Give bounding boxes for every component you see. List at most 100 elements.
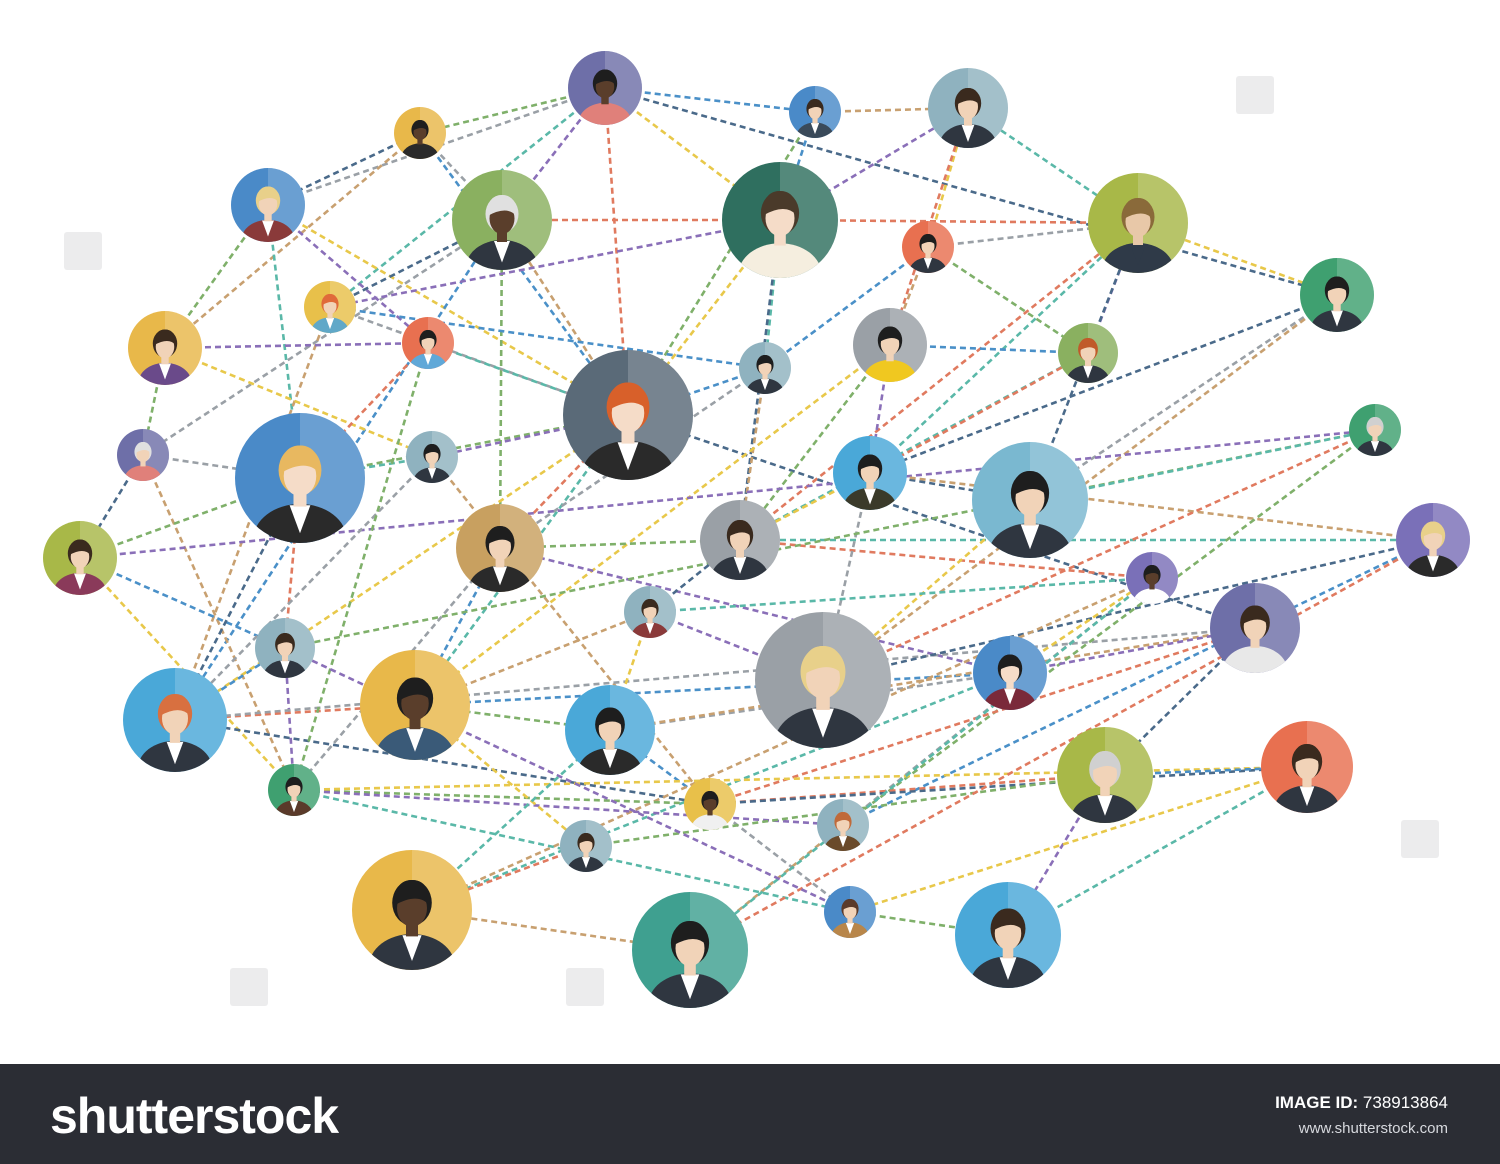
connection-line (869, 293, 1338, 475)
connection-line (1029, 293, 1338, 502)
image-id: IMAGE ID: 738913864 (1275, 1092, 1448, 1114)
connection-line (1007, 765, 1308, 937)
person-avatar (972, 442, 1088, 558)
person-avatar (117, 429, 169, 481)
connection-line (411, 576, 1153, 912)
person-avatar (563, 350, 693, 480)
connection-line (427, 341, 629, 417)
image-id-number: 738913864 (1362, 1093, 1448, 1112)
person-avatar (406, 431, 458, 483)
connection-line (141, 454, 296, 791)
connection-line (293, 547, 501, 791)
person-avatar (1300, 258, 1374, 332)
image-id-label: IMAGE ID: (1275, 1093, 1359, 1112)
watermark-icon (1401, 820, 1439, 858)
watermark-icon (566, 968, 604, 1006)
connection-line (927, 245, 1089, 355)
person-avatar (1088, 173, 1188, 273)
person-avatar (43, 521, 117, 595)
connection-line (499, 546, 1011, 675)
connection-line (689, 538, 1434, 952)
connection-line (500, 87, 607, 221)
connection-line (293, 788, 844, 827)
person-avatar (928, 68, 1008, 148)
person-avatar (565, 685, 655, 775)
connection-line (164, 341, 429, 350)
person-avatar (352, 850, 472, 970)
footer-bar: shutterstock IMAGE ID: 738913864 www.shu… (0, 1064, 1500, 1164)
connection-line (869, 222, 1139, 474)
person-avatar (456, 504, 544, 592)
connection-line (174, 718, 711, 806)
person-avatar (231, 168, 305, 242)
connection-line (292, 342, 430, 791)
connection-line (1029, 428, 1376, 502)
watermark-icon (1236, 76, 1274, 114)
connection-line (869, 471, 1434, 542)
connection-line (79, 428, 1376, 560)
connection-line (174, 456, 433, 721)
connection-line (266, 204, 302, 479)
person-avatar (360, 650, 470, 760)
connection-line (414, 703, 587, 848)
watermark-icon (64, 232, 102, 270)
person-avatar (304, 281, 356, 333)
connection-line (739, 221, 1139, 542)
person-avatar (789, 86, 841, 138)
person-avatar (568, 51, 642, 125)
connection-line (414, 671, 1011, 707)
shutterstock-logo: shutterstock (50, 1088, 339, 1144)
person-avatar (833, 436, 907, 510)
connection-line (1009, 576, 1153, 675)
connection-line (329, 305, 766, 370)
connection-line (329, 218, 781, 309)
person-avatar (700, 500, 780, 580)
network-people (43, 51, 1470, 1008)
person-avatar (624, 586, 676, 638)
connection-line (284, 428, 1376, 650)
person-avatar (402, 317, 454, 369)
connection-line (739, 538, 1153, 580)
connection-line (174, 626, 1256, 722)
person-avatar (1261, 721, 1353, 813)
person-avatar (955, 882, 1061, 988)
person-avatar (1210, 583, 1300, 673)
connection-line (738, 344, 892, 541)
connection-line (689, 576, 1153, 952)
connection-line (604, 86, 1338, 297)
person-avatar (560, 820, 612, 872)
person-avatar (853, 308, 927, 382)
person-avatar (902, 221, 954, 273)
connection-line (764, 245, 929, 370)
connection-line (142, 218, 503, 457)
person-avatar (123, 668, 227, 772)
image-info: IMAGE ID: 738913864 www.shutterstock.com (1275, 1092, 1448, 1140)
person-avatar (128, 311, 202, 385)
connection-line (822, 538, 1434, 682)
connection-line (164, 132, 421, 349)
person-avatar (632, 892, 748, 1008)
connection-line (709, 773, 1106, 806)
person-avatar (394, 107, 446, 159)
connection-line (649, 576, 1153, 614)
connection-line (293, 765, 1308, 792)
connection-line (79, 557, 295, 791)
person-avatar (722, 162, 838, 278)
person-avatar (1349, 404, 1401, 456)
person-avatar (1058, 323, 1118, 383)
connection-line (709, 626, 1256, 806)
person-avatar (268, 764, 320, 816)
connection-line (164, 346, 433, 459)
person-avatar (1126, 552, 1178, 604)
person-avatar (452, 170, 552, 270)
connection-line (842, 428, 1376, 827)
connection-line (822, 428, 1376, 682)
person-avatar (755, 612, 891, 748)
connection-line (1009, 626, 1256, 675)
people-network-diagram (43, 51, 1470, 1008)
person-avatar (235, 413, 365, 543)
person-avatar (1396, 503, 1470, 577)
connection-line (609, 626, 1256, 732)
watermark-icon (230, 968, 268, 1006)
person-avatar (824, 886, 876, 938)
